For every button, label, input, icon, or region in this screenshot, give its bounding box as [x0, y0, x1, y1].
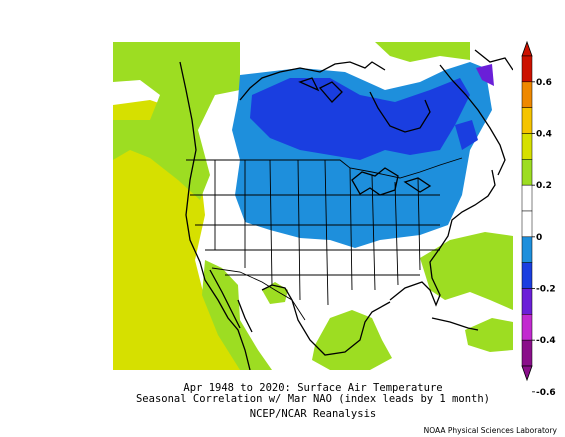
map-panel [113, 42, 513, 370]
colorbar-bin [521, 288, 533, 315]
colorbar-bin [521, 107, 533, 134]
positive-correlation-region-caribbean [465, 318, 513, 352]
colorbar-bin [521, 210, 533, 238]
border-us-canada [186, 157, 463, 179]
positive-correlation-region-pacific [113, 100, 248, 370]
colorbar-bin [521, 133, 533, 160]
labrador-coast [439, 64, 506, 176]
colorbar-bin [521, 159, 533, 186]
colorbar-bin [521, 81, 533, 108]
colorbar-tick-label: 0.6 [536, 78, 552, 88]
coastline-baja [209, 269, 253, 333]
colorbar-bin [521, 314, 533, 341]
greenland-coast [474, 49, 513, 71]
colorbar-tick-label: 0.4 [536, 130, 552, 140]
colorbar-bin [521, 55, 533, 83]
negative-correlation-region-baffin [476, 64, 494, 86]
negative-correlation-region-canada-core [250, 78, 470, 160]
map-outlines [179, 49, 513, 370]
us-state-lines-horizontal [190, 194, 440, 276]
colorbar-bin [521, 339, 533, 367]
colorbar-arrow-bottom [521, 365, 533, 382]
negative-correlation-region-labrador [455, 120, 478, 150]
hudson-bay-coast [369, 91, 431, 133]
coastline-north [239, 61, 386, 101]
colorbar-tick-label: 0.2 [536, 181, 552, 191]
colorbar-tick-label: -0.2 [536, 285, 556, 295]
colorbar-arrow-top [521, 40, 533, 57]
coastline-west [179, 61, 251, 370]
island-cuba [431, 317, 479, 331]
positive-correlation-region-atlantic [420, 232, 513, 310]
colorbar: 0.6 0.4 0.2 0 -0.2 -0.4 -0.6 [521, 40, 556, 398]
coastline-east [389, 169, 496, 307]
colorbar-bin [521, 236, 533, 263]
positive-correlation-region-mexico [312, 310, 392, 370]
political-borders [186, 157, 463, 321]
positive-correlation-region-arctic [375, 42, 470, 62]
coastline-mexico-gulf [261, 284, 391, 356]
colorbar-bin [521, 184, 533, 212]
caption-line-1: Apr 1948 to 2020: Surface Air Temperatur… [183, 382, 443, 394]
great-lakes [351, 167, 432, 196]
credit-label: NOAA Physical Sciences Laboratory [423, 426, 557, 435]
colorbar-tick-label: 0 [536, 233, 542, 243]
caption-line-2: Seasonal Correlation w/ Mar NAO (index l… [135, 393, 490, 405]
colorbar-tick-label: -0.4 [536, 336, 556, 346]
caption-line-3: NCEP/NCAR Reanalysis [249, 408, 377, 420]
positive-correlation-region-alaska [113, 42, 240, 200]
border-us-mexico [211, 267, 306, 321]
us-state-lines-vertical [214, 159, 421, 306]
colorbar-bin [521, 262, 533, 289]
colorbar-tick-label: -0.6 [536, 388, 556, 398]
island-arctic [298, 77, 343, 103]
